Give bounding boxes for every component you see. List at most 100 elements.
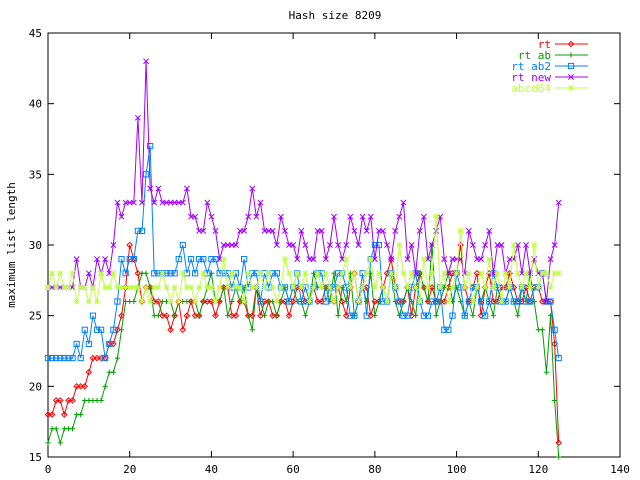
data-point-abcd64 — [110, 270, 117, 277]
data-point-abcd64 — [523, 270, 529, 277]
data-point-rt-ab2 — [241, 256, 248, 263]
data-point-rt-new — [151, 199, 158, 206]
data-point-abcd64 — [216, 284, 223, 291]
data-point-rt-ab2 — [510, 298, 517, 305]
data-point-rt-ab — [69, 426, 76, 432]
data-point-rt-new — [130, 199, 137, 206]
data-point-abcd64 — [53, 284, 60, 291]
data-point-rt-ab2 — [126, 256, 133, 263]
data-point-rt — [195, 312, 203, 319]
data-point-rt-ab — [229, 298, 235, 305]
data-point-abcd64 — [355, 298, 362, 305]
data-point-rt-ab2 — [130, 256, 137, 263]
y-tick-label: 30 — [29, 239, 42, 252]
data-point-rt-ab2 — [208, 256, 215, 263]
data-point-rt — [155, 298, 162, 305]
x-tick-label: 80 — [368, 463, 381, 476]
data-point-abcd64 — [245, 270, 252, 277]
data-point-abcd64 — [208, 284, 215, 291]
data-point-rt — [48, 411, 56, 418]
data-point-abcd64 — [73, 298, 80, 305]
data-point-abcd64 — [257, 270, 264, 277]
data-point-abcd64 — [392, 284, 399, 291]
data-point-rt-new — [343, 242, 350, 248]
data-point-abcd64 — [380, 284, 386, 291]
series-abcd64 — [45, 213, 562, 305]
data-point-rt-new — [85, 270, 92, 277]
data-point-abcd64 — [371, 284, 378, 291]
data-point-abcd64 — [375, 270, 382, 277]
data-point-rt-new — [310, 256, 317, 263]
data-point-rt-ab2 — [171, 270, 178, 277]
data-point-rt — [183, 312, 191, 319]
data-point-rt-new — [367, 213, 374, 220]
data-point-rt — [212, 312, 219, 319]
chart-title: Hash size 8209 — [289, 9, 382, 22]
data-point-rt — [134, 269, 142, 277]
data-point-rt — [179, 326, 187, 334]
data-point-rt-ab — [78, 412, 84, 418]
data-point-rt-new — [465, 227, 472, 234]
data-point-abcd64 — [81, 284, 88, 291]
data-point-abcd64 — [118, 284, 125, 291]
data-point-abcd64 — [506, 284, 513, 291]
data-point-rt-ab — [261, 313, 268, 319]
data-point-abcd64 — [228, 270, 235, 277]
data-point-abcd64 — [510, 242, 517, 248]
data-point-rt-ab2 — [404, 312, 411, 319]
data-point-abcd64 — [535, 284, 542, 291]
data-point-rt-new — [408, 242, 415, 248]
data-point-rt-new — [555, 199, 562, 206]
data-point-rt-ab2 — [555, 354, 562, 362]
data-point-rt-new — [114, 199, 121, 206]
data-point-rt-new — [498, 242, 505, 248]
data-point-abcd64 — [498, 298, 505, 305]
data-point-abcd64 — [85, 298, 92, 305]
data-point-abcd64 — [441, 270, 448, 277]
data-point-abcd64 — [163, 284, 170, 291]
data-point-abcd64 — [539, 270, 546, 277]
data-point-rt — [208, 298, 215, 305]
data-point-rt-new — [110, 242, 117, 248]
series-line-rt-new — [48, 61, 560, 302]
data-point-rt-ab2 — [106, 340, 113, 348]
data-point-abcd64 — [273, 298, 280, 305]
data-point-rt — [273, 312, 281, 319]
data-point-abcd64 — [343, 256, 350, 263]
x-tick-label: 120 — [528, 463, 548, 476]
data-point-rt-new — [482, 242, 489, 248]
data-point-abcd64 — [126, 284, 133, 291]
y-tick-label: 25 — [29, 310, 42, 323]
data-point-abcd64 — [77, 284, 84, 291]
data-point-rt-ab2 — [477, 298, 485, 305]
series-rt-ab2 — [44, 142, 562, 362]
data-point-abcd64 — [490, 284, 497, 291]
data-point-abcd64 — [363, 270, 370, 277]
series-line-rt-ab2 — [48, 145, 560, 359]
data-point-rt-ab2 — [93, 326, 101, 333]
data-point-rt-ab2 — [551, 326, 558, 333]
data-point-abcd64 — [171, 284, 178, 291]
data-point-abcd64 — [445, 298, 452, 305]
data-point-abcd64 — [192, 298, 199, 305]
data-point-rt-new — [298, 227, 305, 234]
data-point-abcd64 — [437, 284, 444, 291]
data-point-rt-ab2 — [110, 326, 117, 333]
data-point-rt-ab2 — [514, 298, 521, 305]
y-tick-label: 45 — [29, 27, 42, 40]
data-point-rt-ab2 — [65, 354, 72, 362]
data-point-rt-ab2 — [298, 298, 305, 305]
data-point-rt-ab — [552, 397, 558, 404]
data-point-abcd64 — [457, 227, 464, 234]
data-point-rt-new — [273, 242, 280, 248]
data-point-rt-new — [347, 213, 354, 220]
data-point-rt-ab2 — [461, 312, 468, 319]
data-point-abcd64 — [106, 284, 113, 291]
data-point-abcd64 — [282, 256, 288, 263]
data-point-rt-new — [204, 199, 211, 206]
data-point-rt-ab — [372, 313, 378, 319]
data-point-rt-ab2 — [102, 354, 109, 362]
data-point-rt-ab — [53, 426, 59, 432]
data-point-rt-new — [241, 227, 248, 234]
